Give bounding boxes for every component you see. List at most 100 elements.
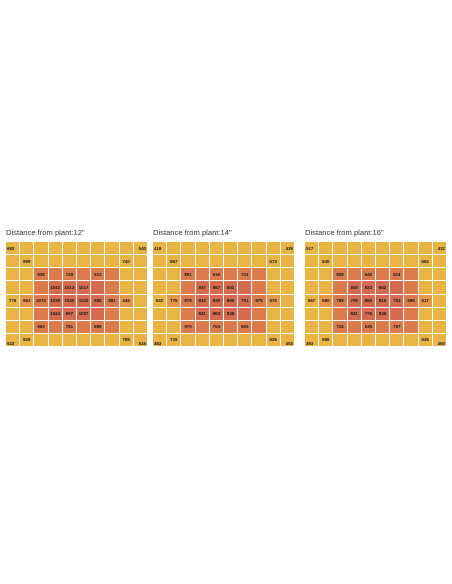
heatmap-cell	[432, 307, 446, 320]
heatmap-value-label: 791	[241, 298, 249, 304]
heatmap-cell	[167, 242, 181, 255]
heatmap-cell	[6, 320, 20, 333]
heatmap-cell: 776	[361, 307, 375, 320]
heatmap-cell	[418, 320, 432, 333]
heatmap-cell	[48, 242, 62, 255]
heatmap-value-label: 393	[306, 341, 314, 346]
heatmap-value-label: 517	[306, 245, 314, 251]
heatmap-cell	[305, 255, 319, 268]
heatmap-value-label: 1020	[78, 298, 89, 304]
heatmap-value-label: 704	[212, 324, 221, 330]
heatmap-cell	[238, 281, 252, 294]
heatmap-cell: 838	[223, 307, 238, 320]
heatmap-cell	[223, 320, 238, 333]
heatmap-cell	[105, 333, 119, 346]
heatmap-cell: 419	[153, 242, 167, 255]
heatmap-cell	[280, 268, 294, 281]
heatmap-cell: 767	[390, 320, 404, 333]
heatmap-cell: 715	[167, 333, 181, 346]
heatmap-value-label: 1044	[50, 311, 61, 317]
heatmap-cell	[119, 320, 133, 333]
heatmap-value-label: 903	[241, 324, 249, 330]
heatmap-cell	[223, 333, 238, 346]
heatmap-value-label: 516	[138, 341, 146, 346]
heatmap-value-label: 682	[7, 245, 15, 251]
heatmap-value-label: 775	[170, 298, 178, 304]
heatmap-cell	[404, 333, 418, 346]
heatmap-cell	[280, 255, 294, 268]
heatmap-cell	[319, 320, 333, 333]
heatmap-cell	[91, 281, 105, 294]
heatmap-cell: 796	[347, 294, 361, 307]
heatmap-cell	[418, 242, 432, 255]
heatmap-cell	[390, 333, 404, 346]
heatmap-cell	[105, 268, 119, 281]
heatmap-cell	[181, 255, 195, 268]
heatmap-cell: 775	[167, 294, 181, 307]
heatmap-value-label: 749	[65, 271, 74, 277]
heatmap-cell: 776	[6, 294, 20, 307]
heatmap-value-label: 667	[170, 258, 178, 264]
heatmap-value-label: 640	[322, 258, 330, 264]
heatmap-cell	[404, 268, 418, 281]
heatmap-cell	[404, 307, 418, 320]
heatmap-cell	[305, 307, 319, 320]
heatmap-cell	[375, 242, 390, 255]
heatmap-cell: 814	[390, 268, 404, 281]
heatmap-cell	[133, 294, 147, 307]
heatmap-cell: 913	[91, 268, 105, 281]
heatmap-cell: 855	[361, 294, 375, 307]
heatmap-cell	[48, 268, 62, 281]
heatmap-cell	[305, 281, 319, 294]
heatmap-cell	[153, 281, 167, 294]
heatmap-value-label: 1035	[50, 298, 61, 304]
heatmap-cell	[252, 281, 266, 294]
heatmap-value-label: 695	[407, 298, 415, 304]
heatmap-value-label: 724	[241, 271, 249, 277]
heatmap-cell: 715	[333, 320, 347, 333]
heatmap-value-label: 855	[364, 298, 373, 304]
heatmap-cell	[6, 307, 20, 320]
heatmap-cell	[195, 333, 209, 346]
heatmap-cell	[91, 242, 105, 255]
heatmap-cell	[167, 281, 181, 294]
heatmap-value-label: 963	[37, 324, 45, 330]
heatmap-cell	[181, 242, 195, 255]
heatmap-cell	[105, 320, 119, 333]
heatmap-cell	[319, 242, 333, 255]
heatmap-cell	[375, 268, 390, 281]
heatmap-value-label: 680	[322, 298, 330, 304]
heatmap-cell: 460	[432, 333, 446, 346]
heatmap-cell	[375, 255, 390, 268]
heatmap-cell: 575	[266, 294, 280, 307]
heatmap-cell: 980	[91, 294, 105, 307]
heatmap-cell: 878	[181, 294, 195, 307]
heatmap-title: Distance from plant:16"	[305, 228, 384, 237]
heatmap-cell	[91, 333, 105, 346]
heatmap-cell	[48, 320, 62, 333]
heatmap-cell: 432	[432, 242, 446, 255]
heatmap-cell	[319, 307, 333, 320]
heatmap-cell	[133, 281, 147, 294]
heatmap-cell: 1042	[48, 281, 62, 294]
heatmap-value-label: 622	[155, 298, 164, 304]
heatmap-cell: 645	[119, 294, 133, 307]
heatmap-cell	[252, 333, 266, 346]
heatmap-value-label: 851	[226, 284, 235, 290]
heatmap-cell	[105, 281, 119, 294]
heatmap-cell	[167, 307, 181, 320]
heatmap-value-label: 673	[269, 258, 277, 264]
heatmap-value-label: 715	[336, 324, 344, 330]
heatmap-cell: 680	[319, 294, 333, 307]
heatmap-value-label: 432	[437, 245, 445, 251]
heatmap-value-label: 460	[437, 341, 445, 346]
heatmap-cell	[319, 268, 333, 281]
heatmap-value-label: 839	[336, 271, 344, 277]
heatmap-cell	[333, 333, 347, 346]
heatmap-cell	[153, 320, 167, 333]
heatmap-cell	[20, 268, 34, 281]
heatmap-cell	[34, 255, 48, 268]
heatmap-value-label: 785	[122, 337, 130, 343]
heatmap-cell: 963	[34, 320, 48, 333]
heatmap-cell	[48, 255, 62, 268]
